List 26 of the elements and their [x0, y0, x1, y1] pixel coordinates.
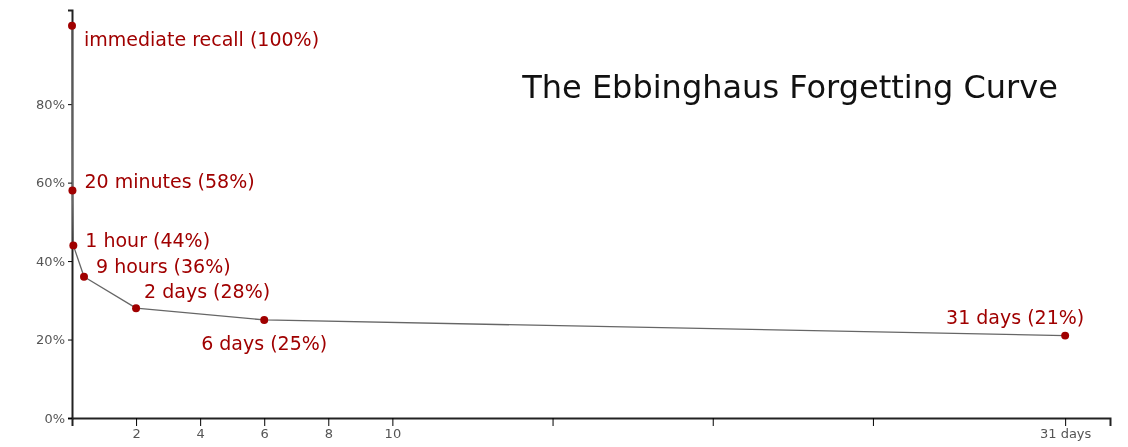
point — [80, 272, 88, 281]
y-tick-label: 60% — [36, 175, 65, 191]
x-tick-label: 31 days — [1039, 426, 1092, 442]
annotation: 31 days (21%) — [946, 305, 1085, 328]
point — [68, 186, 77, 195]
x-tick-label: 4 — [196, 426, 205, 442]
point — [69, 241, 78, 250]
x-tick-label: 8 — [324, 426, 333, 442]
point — [1061, 331, 1070, 340]
y-tick-label: 0% — [44, 410, 65, 426]
y-tick-label: 40% — [36, 253, 65, 269]
y-tick-label: 20% — [36, 332, 65, 348]
x-tick-label: 10 — [384, 426, 402, 442]
annotation: immediate recall (100%) — [84, 27, 320, 50]
text: The Ebbinghaus Forgetting Curve — [521, 68, 1058, 106]
point — [260, 315, 269, 324]
point — [68, 21, 76, 30]
annotation: 20 minutes (58%) — [84, 170, 255, 193]
annotation: 6 days (25%) — [201, 331, 328, 354]
point — [132, 304, 141, 313]
y-tick-label: 80% — [36, 96, 65, 112]
x-tick-label: 2 — [132, 426, 141, 442]
annotation: 9 hours (36%) — [96, 254, 231, 277]
annotation: 1 hour (44%) — [85, 229, 211, 252]
x-tick-label: 6 — [260, 426, 269, 442]
annotation: 2 days (28%) — [144, 280, 271, 303]
